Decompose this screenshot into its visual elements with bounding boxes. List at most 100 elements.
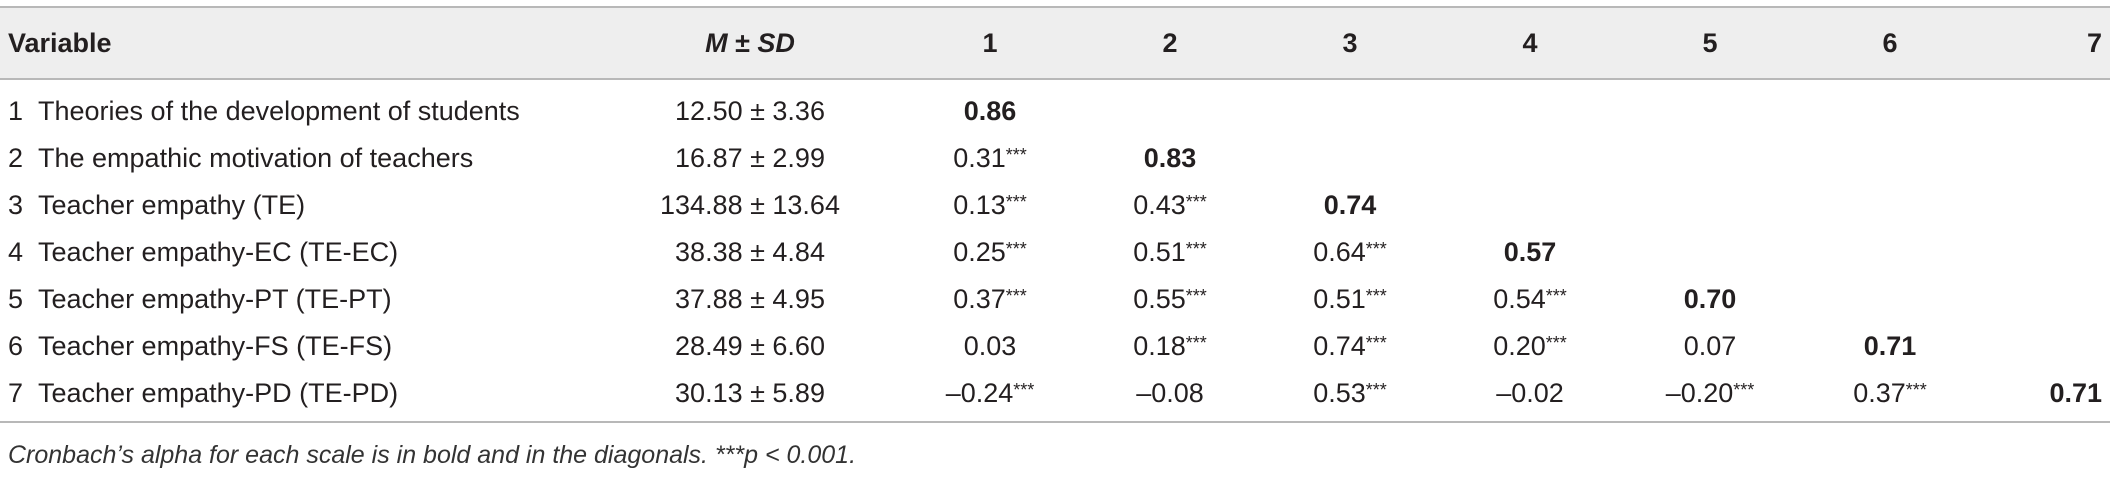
correlation-cell: 0.74 [1260, 182, 1440, 229]
significance-marker: *** [1185, 286, 1207, 306]
correlation-cell: 0.86 [900, 79, 1080, 135]
correlation-cell [1440, 135, 1620, 182]
correlation-value: –0.02 [1496, 378, 1564, 408]
significance-marker: *** [1365, 239, 1387, 259]
correlation-cell: –0.20*** [1620, 370, 1800, 423]
mean-sd-cell: 38.38 ± 4.84 [675, 237, 825, 267]
correlation-value: 0.07 [1683, 331, 1737, 361]
variable-name: Teacher empathy-PD (TE-PD) [38, 378, 399, 408]
correlation-value: 0.13 [953, 190, 1006, 220]
header-plus-minus: ± [727, 27, 758, 58]
significance-marker: *** [1185, 333, 1207, 353]
mean-sd-cell: 28.49 ± 6.60 [675, 331, 825, 361]
significance-marker: *** [1365, 286, 1387, 306]
header-col-3: 3 [1260, 6, 1440, 80]
correlation-value: 0.37 [953, 284, 1006, 314]
header-col-7: 7 [1980, 6, 2110, 80]
correlation-cell [1260, 79, 1440, 135]
variable-cell: 2 The empathic motivation of teachers [0, 135, 600, 182]
correlation-value: 0.55 [1133, 284, 1186, 314]
variable-cell: 3 Teacher empathy (TE) [0, 182, 600, 229]
header-col-1: 1 [900, 6, 1080, 80]
variable-cell: 5 Teacher empathy-PT (TE-PT) [0, 276, 600, 323]
significance-marker: *** [1733, 380, 1755, 400]
variable-cell: 4 Teacher empathy-EC (TE-EC) [0, 229, 600, 276]
table-footnote: Cronbach’s alpha for each scale is in bo… [8, 441, 857, 469]
variable-name: Teacher empathy-FS (TE-FS) [38, 331, 393, 361]
correlation-cell: 0.18*** [1080, 323, 1260, 370]
significance-marker: *** [1005, 145, 1027, 165]
correlation-cell: 0.74*** [1260, 323, 1440, 370]
significance-marker: *** [1185, 239, 1207, 259]
table-row: 6 Teacher empathy-FS (TE-FS) 28.49 ± 6.60 0… [0, 323, 2110, 370]
significance-marker: *** [1365, 333, 1387, 353]
alpha-value: 0.70 [1683, 284, 1737, 314]
header-row: Variable M ± SD 1 2 3 4 5 6 7 [0, 6, 2110, 80]
correlation-cell: –0.02 [1440, 370, 1620, 423]
correlation-cell [1980, 229, 2110, 276]
correlation-value: 0.31 [953, 143, 1006, 173]
significance-marker: *** [1905, 380, 1927, 400]
correlation-cell: 0.54*** [1440, 276, 1620, 323]
header-col-4: 4 [1440, 6, 1620, 80]
table-row: 5 Teacher empathy-PT (TE-PT) 37.88 ± 4.95 0… [0, 276, 2110, 323]
correlation-cell: 0.57 [1440, 229, 1620, 276]
significance-marker: *** [1185, 192, 1207, 212]
correlation-cell [1620, 79, 1800, 135]
variable-cell: 6 Teacher empathy-FS (TE-FS) [0, 323, 600, 370]
variable-name: Teacher empathy-PT (TE-PT) [38, 284, 392, 314]
correlation-value: –0.08 [1136, 378, 1204, 408]
alpha-value: 0.83 [1143, 143, 1197, 173]
correlation-cell [1800, 135, 1980, 182]
correlation-cell: 0.83 [1080, 135, 1260, 182]
correlation-cell [1800, 276, 1980, 323]
correlation-cell [1620, 229, 1800, 276]
correlation-cell [1800, 182, 1980, 229]
correlation-value: 0.74 [1313, 331, 1366, 361]
correlation-cell: 0.03 [900, 323, 1080, 370]
table-row: 3 Teacher empathy (TE) 134.88 ± 13.64 0.13*… [0, 182, 2110, 229]
header-col-5: 5 [1620, 6, 1800, 80]
correlation-cell [1800, 79, 1980, 135]
correlation-cell [1080, 79, 1260, 135]
correlation-value: 0.53 [1313, 378, 1366, 408]
significance-marker: *** [1013, 380, 1035, 400]
significance-marker: *** [1005, 192, 1027, 212]
correlation-cell [1620, 135, 1800, 182]
header-sd-label: SD [757, 27, 795, 58]
variable-number: 5 [8, 284, 24, 314]
correlation-cell: 0.55*** [1080, 276, 1260, 323]
variable-number: 7 [8, 378, 24, 408]
header-mean-label: M [705, 27, 728, 58]
correlation-value: 0.51 [1133, 237, 1186, 267]
correlation-value: –0.20 [1665, 378, 1734, 408]
variable-name: Teacher empathy (TE) [38, 190, 306, 220]
header-col-6: 6 [1800, 6, 1980, 80]
alpha-value: 0.86 [963, 96, 1017, 126]
correlation-cell [1980, 323, 2110, 370]
alpha-value: 0.74 [1323, 190, 1377, 220]
mean-sd-cell: 134.88 ± 13.64 [660, 190, 840, 220]
correlation-cell [1980, 276, 2110, 323]
alpha-value: 0.71 [1863, 331, 1917, 361]
correlation-cell: 0.31*** [900, 135, 1080, 182]
correlation-value: 0.54 [1493, 284, 1546, 314]
header-variable: Variable [0, 6, 600, 80]
correlation-cell: –0.08 [1080, 370, 1260, 423]
correlation-cell: 0.70 [1620, 276, 1800, 323]
variable-name: Teacher empathy-EC (TE-EC) [38, 237, 399, 267]
variable-number: 6 [8, 331, 24, 361]
mean-sd-cell: 12.50 ± 3.36 [675, 96, 825, 126]
correlation-cell: –0.24*** [900, 370, 1080, 423]
correlation-table: Variable M ± SD 1 2 3 4 5 6 7 1 Theories … [0, 6, 2110, 423]
variable-number: 1 [8, 96, 24, 126]
correlation-value: 0.25 [953, 237, 1006, 267]
table-row: 7 Teacher empathy-PD (TE-PD) 30.13 ± 5.89–… [0, 370, 2110, 423]
correlation-cell: 0.25*** [900, 229, 1080, 276]
variable-cell: 1 Theories of the development of students [0, 79, 600, 135]
correlation-cell: 0.37*** [900, 276, 1080, 323]
correlation-value: 0.20 [1493, 331, 1546, 361]
correlation-cell [1980, 135, 2110, 182]
correlation-cell [1620, 182, 1800, 229]
